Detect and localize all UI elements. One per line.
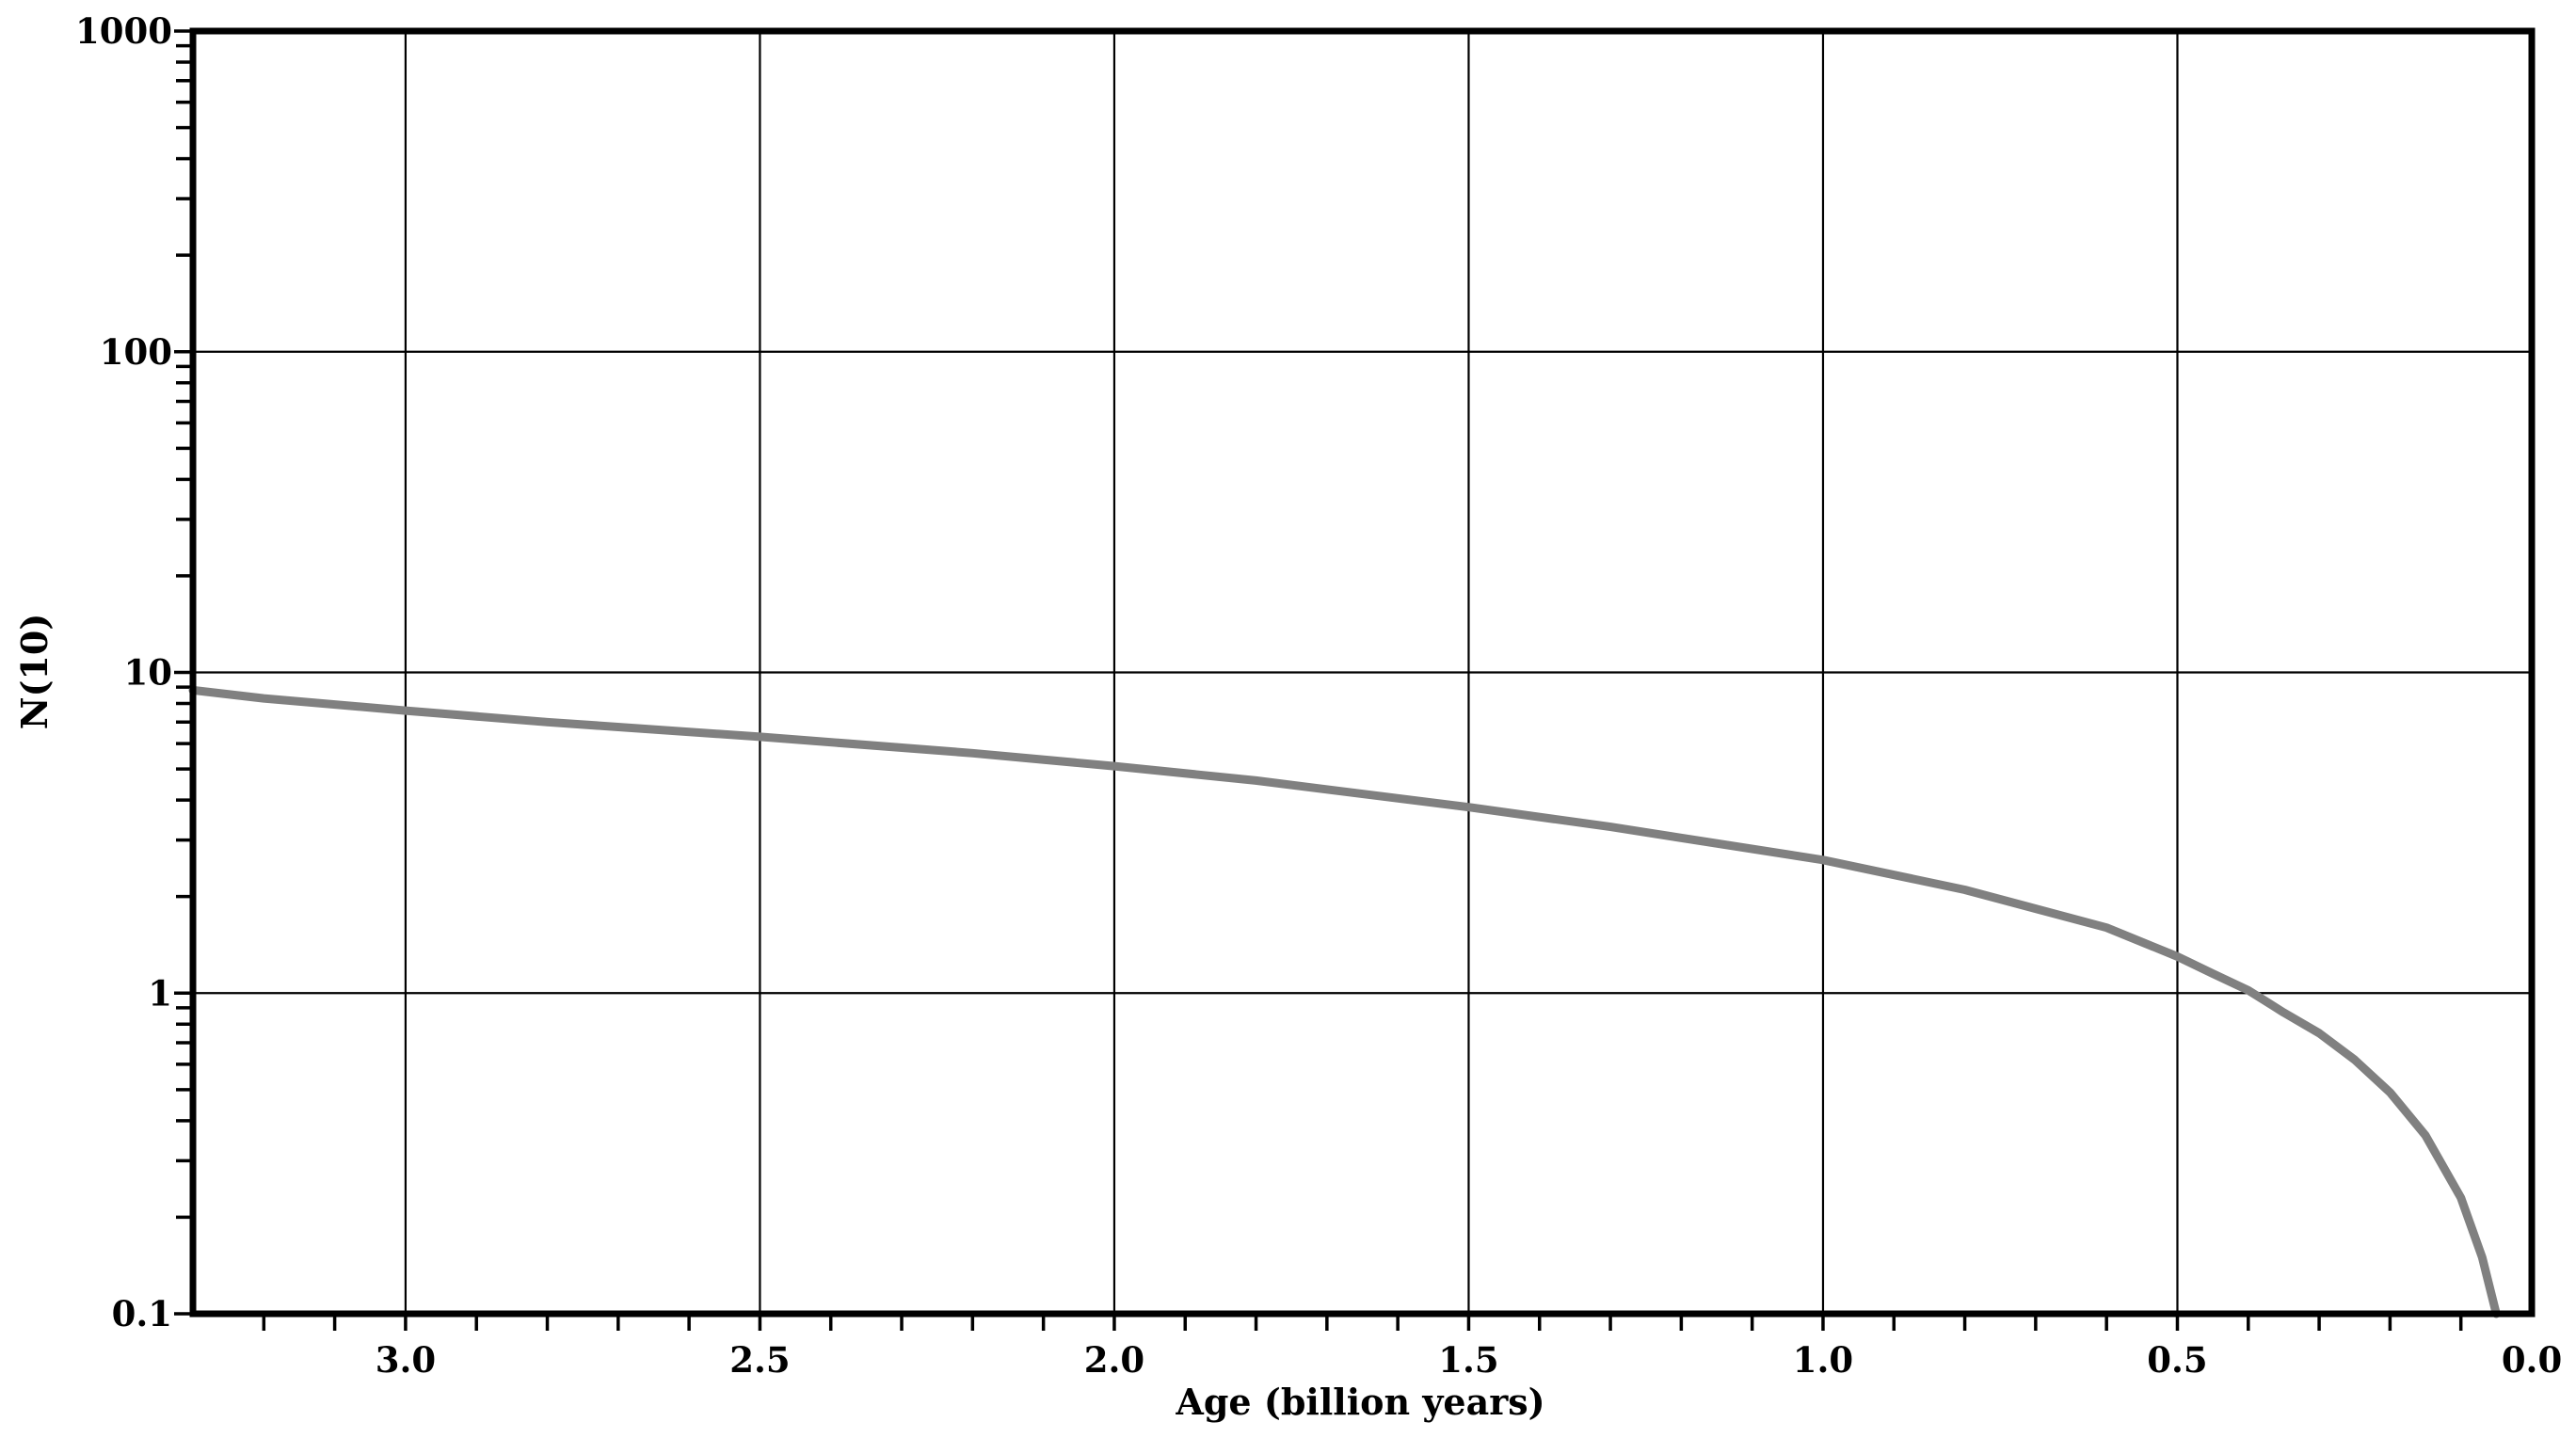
x-tick-label: 2.5 xyxy=(729,1339,790,1381)
x-tick-label: 1.0 xyxy=(1793,1339,1853,1381)
x-axis-label: Age (billion years) xyxy=(1175,1381,1544,1423)
y-axis-label: N(10) xyxy=(13,614,56,730)
y-tick-label: 1 xyxy=(148,972,172,1014)
x-tick-label: 1.5 xyxy=(1438,1339,1498,1381)
x-tick-label: 0.5 xyxy=(2147,1339,2207,1381)
y-tick-label: 100 xyxy=(100,331,172,373)
x-tick-label: 0.0 xyxy=(2502,1339,2562,1381)
x-tick-label: 3.0 xyxy=(376,1339,436,1381)
y-tick-label: 10 xyxy=(124,652,173,694)
y-tick-label: 1000 xyxy=(75,10,172,52)
y-tick-label: 0.1 xyxy=(112,1293,172,1334)
x-tick-label: 2.0 xyxy=(1084,1339,1144,1381)
